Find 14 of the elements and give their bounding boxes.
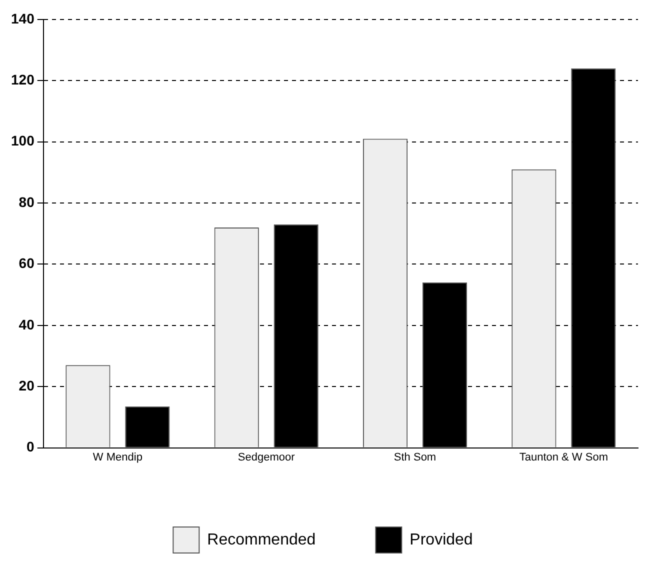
y-tick-label: 80	[18, 194, 35, 210]
y-tick-label: 20	[18, 377, 35, 394]
y-tick-label: 100	[11, 132, 35, 149]
legend-label: Provided	[410, 531, 473, 548]
y-tick-label: 60	[18, 255, 35, 272]
y-tick-label: 40	[18, 316, 35, 332]
x-tick-label: Taunton & W Som	[519, 451, 608, 464]
x-tick-label: W Mendip	[92, 451, 142, 464]
y-tick-label: 120	[11, 71, 35, 88]
x-tick-label: Sedgemoor	[238, 451, 296, 464]
legend-label: Recommended	[207, 531, 316, 548]
y-tick-label: 140	[11, 10, 35, 26]
y-tick-label: 0	[26, 438, 35, 455]
x-tick-label: Sth Som	[394, 451, 436, 464]
